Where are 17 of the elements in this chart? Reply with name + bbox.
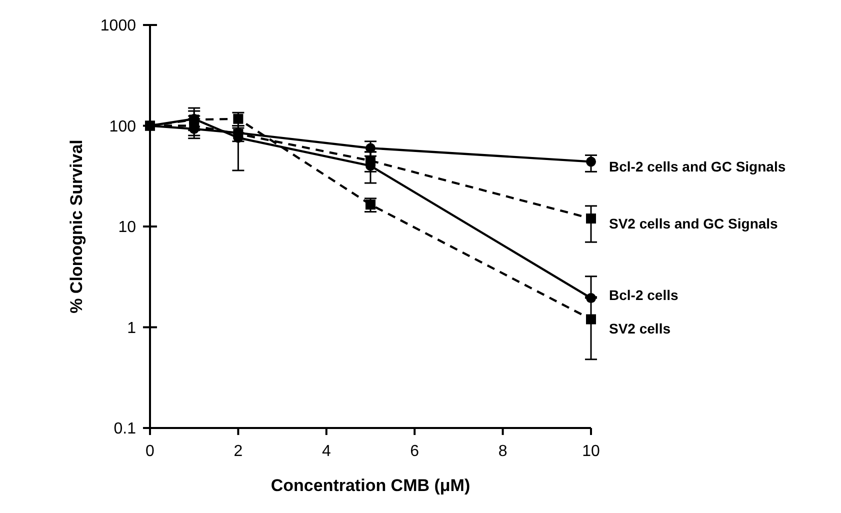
series-label: SV2 cells <box>609 320 671 336</box>
y-axis-title: % Clonognic Survival <box>67 140 86 314</box>
x-tick-label: 2 <box>234 443 243 460</box>
y-tick-label: 1000 <box>100 18 136 35</box>
x-tick-label: 0 <box>146 443 155 460</box>
x-tick-label: 8 <box>498 443 508 460</box>
y-tick-label: 0.1 <box>114 420 136 438</box>
x-tick-label: 10 <box>582 443 600 460</box>
series-label: Bcl-2 cells and GC Signals <box>609 158 786 175</box>
series-label: Bcl-2 cells <box>609 287 678 304</box>
x-tick-label: 4 <box>322 443 331 460</box>
x-tick-label: 6 <box>410 443 420 460</box>
y-tick-label: 10 <box>118 219 136 236</box>
y-tick-label: 100 <box>109 118 136 136</box>
y-tick-label: 1 <box>127 320 136 337</box>
x-axis-title: Concentration CMB (μM) <box>270 476 470 495</box>
series-label: SV2 cells and GC Signals <box>609 216 778 232</box>
